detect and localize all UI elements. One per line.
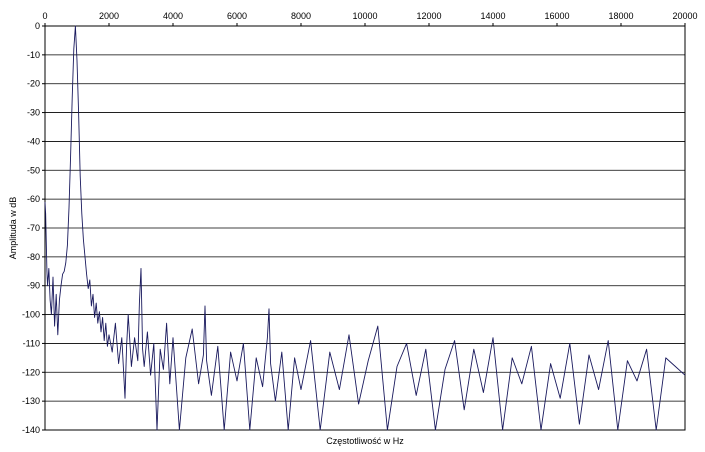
x-tick-labels: 0 2000 4000 6000 8000 10000 12000 14000 16000 180… [42,11,697,21]
y-tick-label: -30 [27,108,40,118]
y-tick-labels: 0 -10 -20 -30 -40 -50 -60 -70 -80 -90 -100 -110 -120… [22,21,40,435]
x-tick-label: 6000 [227,11,247,21]
plot-frame [44,25,686,431]
series-layer [44,25,686,431]
y-tick-label: -120 [22,367,40,377]
x-tick-label: 20000 [672,11,697,21]
x-tick-label: 12000 [416,11,441,21]
y-tick-label: 0 [35,21,40,31]
x-tick-label: 18000 [608,11,633,21]
x-tick-label: 10000 [352,11,377,21]
y-tick-label: -110 [23,338,40,348]
x-tick-label: 0 [42,11,47,21]
x-tick-label: 4000 [163,11,183,21]
y-tick-label: -130 [22,396,40,406]
y-axis-label: Amplituda w dB [8,197,18,260]
y-tick-label: -100 [22,310,40,320]
y-tick-label: -50 [27,165,40,175]
y-tick-label: -40 [27,136,40,146]
y-tick-label: -10 [27,50,40,60]
x-tick-label: 8000 [291,11,311,21]
x-tick-label: 14000 [480,11,505,21]
y-tick-label: -140 [22,425,40,435]
gridlines [42,23,686,431]
y-tick-label: -80 [27,252,40,262]
y-tick-label: -20 [27,79,40,89]
x-tick-label: 2000 [99,11,119,21]
y-tick-label: -70 [27,223,40,233]
series-line [44,25,686,431]
x-tick-label: 16000 [544,11,569,21]
x-axis-label: Częstotliwość w Hz [326,436,404,446]
y-tick-label: -90 [27,281,40,291]
y-tick-label: -60 [27,194,40,204]
